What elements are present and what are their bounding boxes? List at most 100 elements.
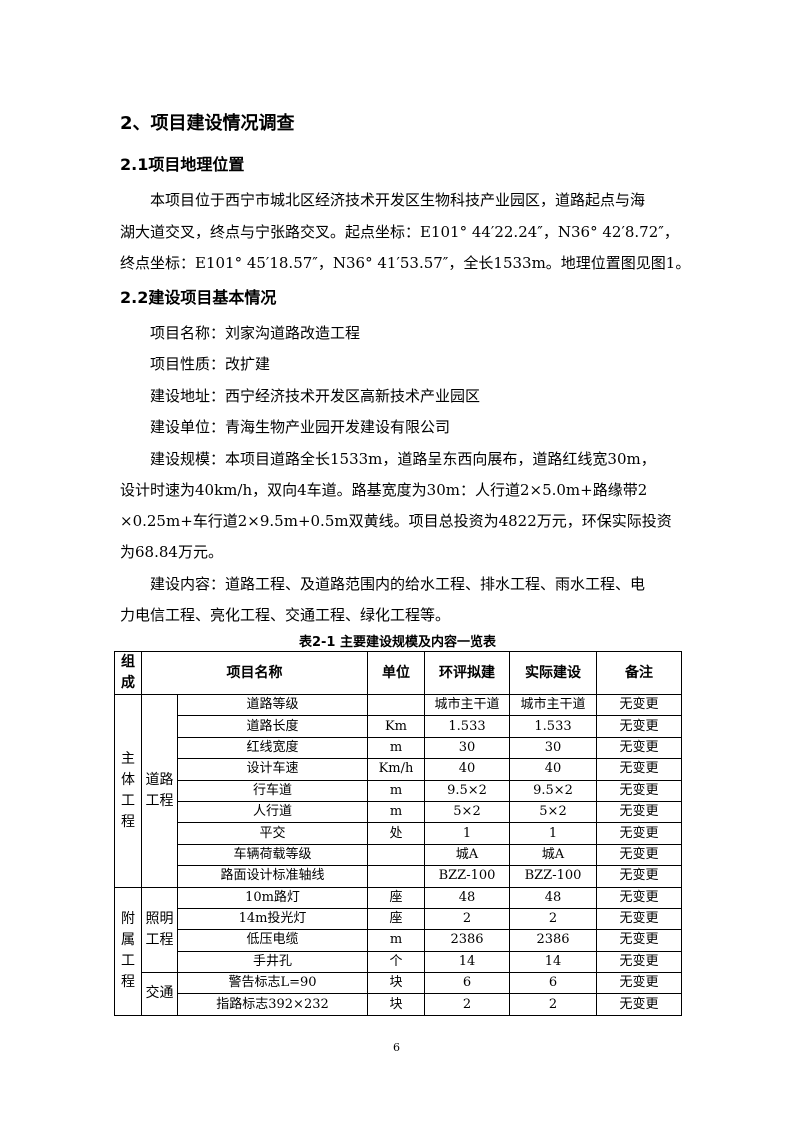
table-row: 低压电缆 m 2386 2386 无变更 xyxy=(115,929,682,952)
item-name-cell: 平交 xyxy=(177,822,368,845)
table-row: 设计车速 Km/h 40 40 无变更 xyxy=(115,758,682,781)
item-name-cell: 设计车速 xyxy=(177,758,368,781)
remark-cell: 无变更 xyxy=(596,907,682,931)
header-group: 组成 xyxy=(114,651,142,695)
unit-cell: 处 xyxy=(367,822,425,845)
remark-cell: 无变更 xyxy=(596,993,682,1016)
unit-cell: m xyxy=(367,800,425,824)
remark-cell: 无变更 xyxy=(596,865,682,888)
header-planned: 环评拟建 xyxy=(424,651,510,695)
table-row: 交通 警告标志L=90 块 6 6 无变更 xyxy=(115,972,682,1016)
table-row: 附属工程 照明工程 10m路灯座 48 48 无变更 xyxy=(114,886,682,1016)
item-name-cell: 行车道 xyxy=(177,779,368,802)
item-name-cell: 14m投光灯 xyxy=(177,907,368,931)
paragraph-line: 湖大道交叉，终点与宁张路交叉。起点坐标：E101° 44′22.24″，N36°… xyxy=(120,223,679,241)
item-name-cell: 路面设计标准轴线 xyxy=(177,865,368,888)
actual-cell: 48 xyxy=(509,886,597,909)
paragraph-line: 建设内容：道路工程、及道路范围内的给水工程、排水工程、雨水工程、电 xyxy=(150,575,646,593)
remark-cell: 无变更 xyxy=(596,972,682,995)
remark-cell: 无变更 xyxy=(596,736,682,760)
unit-cell: 块 xyxy=(367,972,425,995)
planned-cell: BZZ-100 xyxy=(424,865,510,888)
header-actual: 实际建设 xyxy=(509,651,597,695)
actual-cell: BZZ-100 xyxy=(509,865,597,888)
table-row: 指路标志392×232 块 2 2 无变更 xyxy=(115,993,682,1016)
actual-cell: 14 xyxy=(509,950,597,974)
info-item: 项目名称：刘家沟道路改造工程 xyxy=(150,324,361,342)
header-unit: 单位 xyxy=(367,651,425,695)
item-name-cell: 指路标志392×232 xyxy=(177,993,368,1016)
planned-cell: 14 xyxy=(424,950,510,974)
item-name-cell: 道路长度 xyxy=(177,715,368,738)
paragraph-line: 建设规模：本项目道路全长1533m，道路呈东西向展布，道路红线宽30m， xyxy=(150,450,656,468)
table-row: 14m投光灯座 2 2 无变更 xyxy=(115,907,682,931)
planned-cell: 城A xyxy=(424,843,510,867)
item-name-cell: 红线宽度 xyxy=(177,736,368,760)
actual-cell: 9.5×2 xyxy=(509,779,597,802)
remark-cell: 无变更 xyxy=(596,886,682,909)
item-name-cell: 警告标志L=90 xyxy=(177,972,368,995)
actual-cell: 2 xyxy=(509,907,597,931)
info-item: 建设单位：青海生物产业园开发建设有限公司 xyxy=(150,418,451,436)
unit-cell xyxy=(367,865,425,888)
unit-cell: 座 xyxy=(367,907,425,931)
table-row: 主体工程 道路工程 道路等级 城市主干道 城市主干道 无变更 xyxy=(114,693,682,888)
table-row: 道路长度 Km 1.533 1.533 无变更 xyxy=(115,715,682,738)
planned-cell: 1.533 xyxy=(424,715,510,738)
table-row: 红线宽度 m 30 30 无变更 xyxy=(115,736,682,760)
table-row: 手井孔个 14 14 无变更 xyxy=(115,950,682,974)
remark-cell: 无变更 xyxy=(596,758,682,781)
unit-cell: 块 xyxy=(367,993,425,1016)
subgroup-cell: 照明工程 xyxy=(141,886,178,974)
table-row: 路面设计标准轴线 BZZ-100 BZZ-100 无变更 xyxy=(115,865,682,888)
unit-cell: 个 xyxy=(367,950,425,974)
item-name-cell: 低压电缆 xyxy=(177,929,368,952)
subsection-2-2-title: 2.2建设项目基本情况 xyxy=(120,288,277,307)
unit-cell: Km xyxy=(367,715,425,738)
paragraph-line: ×0.25m+车行道2×9.5m+0.5m双黄线。项目总投资为4822万元，环保… xyxy=(120,512,672,530)
actual-cell: 1.533 xyxy=(509,715,597,738)
actual-cell: 2386 xyxy=(509,929,597,952)
planned-cell: 9.5×2 xyxy=(424,779,510,802)
header-name: 项目名称 xyxy=(141,651,368,695)
table-row: 车辆荷载等级 城A 城A 无变更 xyxy=(115,843,682,867)
remark-cell: 无变更 xyxy=(596,843,682,867)
planned-cell: 2 xyxy=(424,907,510,931)
unit-cell: Km/h xyxy=(367,758,425,781)
planned-cell: 40 xyxy=(424,758,510,781)
table-row: 行车道 m 9.5×2 9.5×2 无变更 xyxy=(115,779,682,802)
paragraph-line: 设计时速为40km/h，双向4车道。路基宽度为30m：人行道2×5.0m+路缘带… xyxy=(120,481,648,499)
planned-cell: 6 xyxy=(424,972,510,995)
remark-cell: 无变更 xyxy=(596,822,682,845)
actual-cell: 40 xyxy=(509,758,597,781)
planned-cell: 5×2 xyxy=(424,800,510,824)
construction-scale-table: 组成 项目名称 单位 环评拟建 实际建设 备注 主体工程 道路工程 道路等级 城市主干… xyxy=(114,651,682,1016)
item-name-cell: 人行道 xyxy=(177,800,368,824)
info-item: 建设地址：西宁经济技术开发区高新技术产业园区 xyxy=(150,387,481,405)
group-cell: 主体工程 xyxy=(114,694,142,888)
table-row: 平交处 1 1 无变更 xyxy=(115,822,682,845)
table-row: 人行道 m 5×2 5×2 无变更 xyxy=(115,800,682,824)
subsection-2-1-title: 2.1项目地理位置 xyxy=(120,155,245,174)
unit-cell xyxy=(367,693,425,717)
page-number: 6 xyxy=(393,1041,400,1054)
actual-cell: 2 xyxy=(509,993,597,1016)
actual-cell: 30 xyxy=(509,736,597,760)
unit-cell: m xyxy=(367,929,425,952)
planned-cell: 1 xyxy=(424,822,510,845)
remark-cell: 无变更 xyxy=(596,950,682,974)
planned-cell: 城市主干道 xyxy=(424,693,510,717)
actual-cell: 5×2 xyxy=(509,800,597,824)
paragraph-line: 终点坐标：E101° 45′18.57″，N36° 41′53.57″，全长15… xyxy=(120,254,691,272)
item-name-cell: 车辆荷载等级 xyxy=(177,843,368,867)
table-caption: 表2-1 主要建设规模及内容一览表 xyxy=(298,635,496,650)
subgroup-cell: 交通 xyxy=(141,972,178,1016)
actual-cell: 城市主干道 xyxy=(509,693,597,717)
paragraph-line: 为68.84万元。 xyxy=(120,543,223,561)
item-name-cell: 手井孔 xyxy=(177,950,368,974)
planned-cell: 48 xyxy=(424,886,510,909)
actual-cell: 6 xyxy=(509,972,597,995)
info-item: 项目性质：改扩建 xyxy=(150,355,271,373)
remark-cell: 无变更 xyxy=(596,929,682,952)
unit-cell xyxy=(367,843,425,867)
